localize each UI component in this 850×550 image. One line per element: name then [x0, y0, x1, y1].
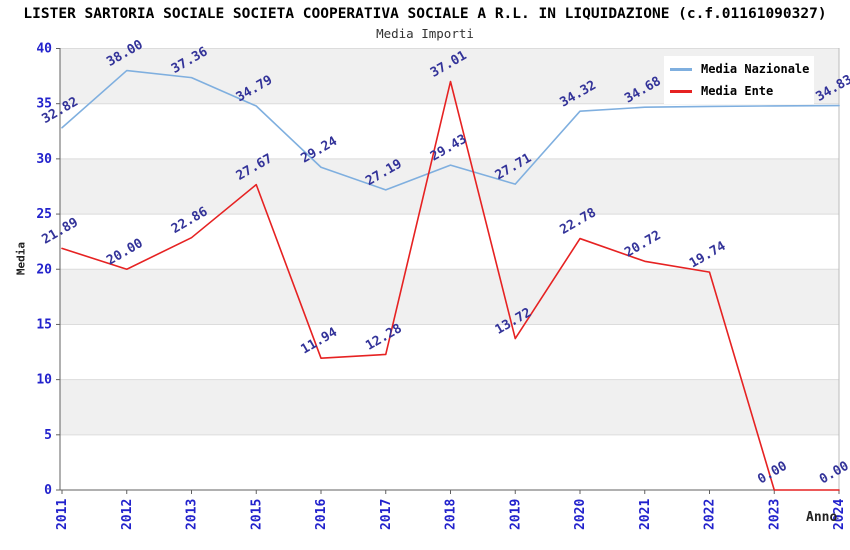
y-tick-label: 35 — [36, 97, 52, 112]
x-tick-label: 2021 — [638, 499, 653, 530]
y-axis-title: Media — [14, 241, 28, 276]
x-tick-label: 2016 — [314, 499, 329, 530]
y-tick-label: 20 — [36, 262, 52, 277]
y-tick-label: 10 — [36, 373, 52, 388]
point-label: 20.72 — [622, 228, 663, 261]
x-tick-label: 2022 — [703, 499, 718, 530]
x-tick-label: 2020 — [573, 499, 588, 530]
point-label: 0.00 — [817, 459, 850, 488]
plot-band — [60, 158, 839, 215]
x-tick-label: 2018 — [444, 499, 459, 530]
point-label: 12.28 — [363, 321, 405, 354]
plot-band — [60, 269, 839, 325]
x-tick-label: 2012 — [120, 499, 135, 530]
series-line-media-nazionale — [61, 69, 840, 191]
legend-label: Media Nazionale — [701, 62, 810, 76]
y-tick-label: 15 — [36, 317, 52, 332]
x-tick-label: 2019 — [508, 499, 523, 530]
media-nazionale-line-swatch-icon — [670, 67, 692, 71]
x-tick-label: 2017 — [379, 499, 394, 530]
y-tick-label: 30 — [36, 152, 52, 167]
x-axis-title: Anno — [806, 510, 838, 525]
chart-title: LISTER SARTORIA SOCIALE SOCIETA COOPERAT… — [23, 6, 827, 22]
y-tick-label: 25 — [36, 207, 52, 222]
y-tick-label: 40 — [36, 42, 52, 57]
legend-item-media-nazionale: Media Nazionale — [664, 60, 814, 78]
legend: Media Nazionale Media Ente — [664, 56, 814, 104]
x-tick-label: 2013 — [185, 499, 200, 530]
legend-item-media-ente: Media Ente — [664, 82, 814, 100]
point-label: 19.74 — [687, 239, 729, 272]
y-tick-label: 0 — [44, 483, 52, 498]
plot-band — [60, 379, 839, 435]
media-ente-line-swatch-icon — [670, 89, 692, 93]
x-tick-label: 2024 — [832, 499, 847, 530]
legend-label: Media Ente — [701, 84, 774, 98]
y-tick-label: 5 — [44, 428, 52, 443]
chart-subtitle: Media Importi — [376, 26, 474, 41]
x-tick-label: 2015 — [249, 499, 264, 530]
x-tick-label: 2011 — [55, 499, 70, 530]
x-tick-label: 2023 — [767, 499, 782, 530]
series-line-media-ente — [61, 80, 840, 491]
